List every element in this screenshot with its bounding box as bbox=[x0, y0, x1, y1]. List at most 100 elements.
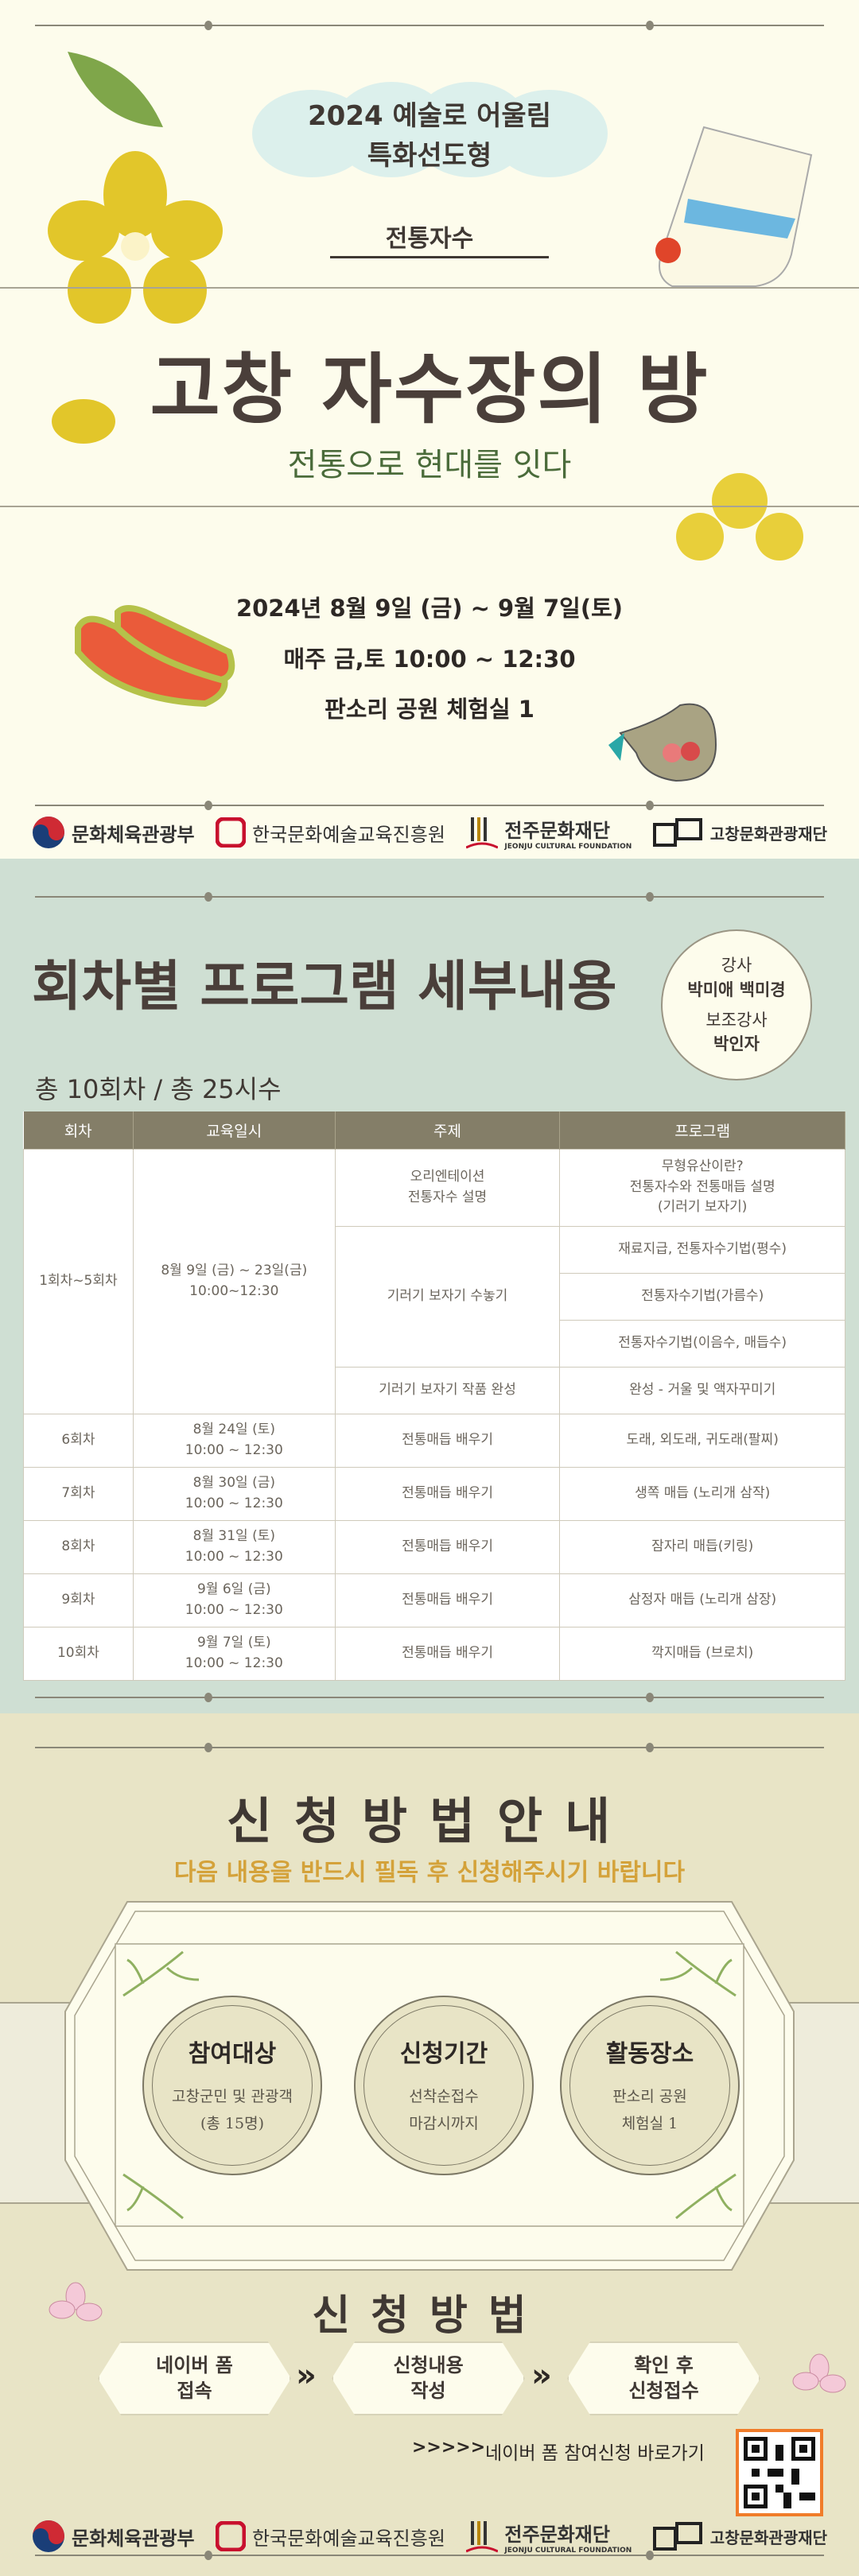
info-card-period: 신청기간 선착순접수 마감시까지 bbox=[354, 1996, 534, 2175]
table-row: 전통자수기법(가름수) bbox=[24, 1272, 845, 1321]
gochang-logo-icon bbox=[652, 2522, 702, 2551]
naver-form-link[interactable]: 네이버 폼 참여신청 바로가기 bbox=[485, 2443, 705, 2464]
petal-icon bbox=[52, 399, 115, 444]
topic-cell: 전통매듭 배우기 bbox=[334, 1466, 561, 1521]
step-confirm: 확인 후 신청접수 bbox=[567, 2341, 760, 2415]
divider bbox=[0, 506, 859, 507]
date-text: 8월 30일 (금) bbox=[192, 1475, 276, 1491]
step-fill-form: 신청내용 작성 bbox=[332, 2341, 525, 2415]
link-arrows: >>>>> bbox=[412, 2438, 486, 2458]
assistant-label: 보조강사 bbox=[705, 1011, 768, 1030]
info-card-target: 참여대상 고창군민 및 관광객 (총 15명) bbox=[142, 1996, 322, 2175]
flower-icon bbox=[48, 151, 223, 324]
column-header: 교육일시 bbox=[133, 1111, 336, 1149]
jeonju-name-en: JEONJU CULTURAL FOUNDATION bbox=[504, 842, 632, 851]
jeonju-name-en: JEONJU CULTURAL FOUNDATION bbox=[504, 2546, 632, 2555]
program-cell: 전통자수기법(이음수, 매듭수) bbox=[559, 1319, 845, 1368]
time-text: 10:00~12:30 bbox=[189, 1282, 279, 1299]
date-text: 8월 9일 (금) ~ 23일(금) bbox=[161, 1263, 308, 1278]
card-title: 참여대상 bbox=[188, 2039, 277, 2068]
divider bbox=[35, 801, 824, 810]
session-cell: 6회차 bbox=[23, 1413, 134, 1468]
table-row: 7회차 8월 30일 (금) 10:00 ~ 12:30 전통매듭 배우기 생쪽 매듭 … bbox=[23, 1466, 845, 1521]
table-row: 6회차 8월 24일 (토) 10:00 ~ 12:30 전통매듭 배우기 도래, 외도… bbox=[23, 1413, 845, 1468]
topic-cell: 전통매듭 배우기 bbox=[334, 1626, 561, 1681]
topic-cell: 기러기 보자기 수놓기 bbox=[334, 1225, 561, 1368]
program-name: 2024 예술로 어울림 bbox=[308, 100, 551, 132]
application-notice: 다음 내용을 반드시 필독 후 신청해주시기 바랍니다 bbox=[173, 1859, 686, 1887]
date-cell: 8월 30일 (금) 10:00 ~ 12:30 bbox=[132, 1466, 336, 1521]
divider bbox=[35, 21, 824, 30]
date-cell: 8월 31일 (토) 10:00 ~ 12:30 bbox=[132, 1519, 336, 1574]
mcst-logo-icon bbox=[33, 2520, 64, 2552]
program-cell: 완성 - 거울 및 액자꾸미기 bbox=[559, 1366, 845, 1414]
card-title: 활동장소 bbox=[605, 2039, 694, 2068]
program-cell: 무형유산이란? 전통자수와 전통매듭 설명 (기러기 보자기) bbox=[559, 1148, 845, 1227]
step-naver-form: 네이버 폼 접속 bbox=[98, 2341, 291, 2415]
qr-code[interactable] bbox=[736, 2429, 823, 2516]
card-text: (총 15명) bbox=[200, 2115, 264, 2132]
card-text: 체험실 1 bbox=[621, 2115, 678, 2132]
divider bbox=[35, 892, 824, 902]
chevron-right-icon: » bbox=[531, 2357, 552, 2394]
event-venue: 판소리 공원 체험실 1 bbox=[325, 696, 534, 723]
topic-cell: 전통매듭 배우기 bbox=[334, 1573, 561, 1627]
divider bbox=[35, 2551, 824, 2560]
embroidered-pouch-icon bbox=[608, 703, 717, 782]
session-cell: 8회차 bbox=[23, 1519, 134, 1574]
card-title: 신청기간 bbox=[399, 2039, 488, 2068]
qr-code-icon bbox=[744, 2437, 815, 2508]
table-row: 1회차~5회차 8월 9일 (금) ~ 23일(금) 10:00~12:30 오리… bbox=[23, 1148, 845, 1414]
column-header: 회차 bbox=[23, 1111, 134, 1149]
table-row: 8회차 8월 31일 (토) 10:00 ~ 12:30 전통매듭 배우기 잠자리 매듭… bbox=[23, 1519, 845, 1574]
program-cell: 생쪽 매듭 (노리개 삼작) bbox=[559, 1466, 845, 1521]
session-cell: 7회차 bbox=[23, 1466, 134, 1521]
arte-logo-icon bbox=[216, 2521, 247, 2551]
step-text: 확인 후 bbox=[634, 2354, 694, 2377]
divider bbox=[35, 1693, 824, 1702]
topic-cell: 오리엔테이션 전통자수 설명 bbox=[334, 1148, 561, 1227]
divider bbox=[35, 1743, 824, 1752]
plant-decoration-icon bbox=[675, 2173, 737, 2220]
step-text: 신청내용 bbox=[393, 2354, 464, 2377]
program-table: 회차 교육일시 주제 프로그램 1회차~5회차 8월 9일 (금) ~ 23일(… bbox=[23, 1111, 845, 1681]
arte-name: 한국문화예술교육진흥원 bbox=[252, 823, 445, 846]
time-text: 10:00 ~ 12:30 bbox=[185, 1601, 283, 1618]
gochang-logo-icon bbox=[652, 818, 702, 847]
method-title: 신청방법 bbox=[312, 2292, 547, 2340]
time-text: 10:00 ~ 12:30 bbox=[185, 1655, 283, 1671]
leaf-icon bbox=[68, 52, 163, 127]
session-cell: 10회차 bbox=[23, 1626, 134, 1681]
subtitle: 전통으로 현대를 잇다 bbox=[287, 447, 572, 483]
chevron-right-icon: » bbox=[296, 2357, 317, 2394]
mcst-name: 문화체육관광부 bbox=[72, 823, 195, 846]
application-title: 신청방법안내 bbox=[226, 1792, 633, 1850]
instructor-badge: 강사 박미애 백미경 보조강사 박인자 bbox=[661, 929, 812, 1080]
plant-decoration-icon bbox=[122, 1950, 200, 1997]
program-cell: 전통자수기법(가름수) bbox=[559, 1272, 845, 1321]
program-title: 회차별 프로그램 세부내용 bbox=[32, 956, 617, 1018]
arte-logo-icon bbox=[216, 817, 247, 848]
sponsor-logos: 문화체육관광부 한국문화예술교육진흥원 전주문화재단 JEONJU CULTURA… bbox=[32, 813, 827, 852]
category: 전통자수 bbox=[385, 225, 474, 253]
program-type: 특화선도형 bbox=[367, 140, 492, 172]
traditional-shoes-icon bbox=[75, 605, 235, 708]
session-cell: 9회차 bbox=[23, 1573, 134, 1627]
program-total: 총 10회차 / 총 25시수 bbox=[35, 1074, 282, 1104]
program-cell: 재료지급, 전통자수기법(평수) bbox=[559, 1225, 845, 1274]
table-row: 전통자수기법(이음수, 매듭수) bbox=[24, 1319, 845, 1368]
page-title: 고창 자수장의 방 bbox=[150, 345, 709, 434]
gochang-name: 고창문화관광재단 bbox=[709, 2528, 827, 2547]
date-cell: 9월 7일 (토) 10:00 ~ 12:30 bbox=[132, 1626, 336, 1681]
divider bbox=[0, 287, 859, 289]
date-text: 8월 24일 (토) bbox=[192, 1422, 276, 1437]
step-text: 신청접수 bbox=[628, 2379, 699, 2402]
embroidered-sock-icon bbox=[655, 126, 813, 287]
session-cell: 1회차~5회차 bbox=[23, 1148, 134, 1414]
program-badge bbox=[252, 82, 608, 177]
plant-decoration-icon bbox=[122, 2173, 184, 2220]
date-text: 9월 7일 (토) bbox=[196, 1635, 271, 1651]
mcst-name: 문화체육관광부 bbox=[72, 2527, 195, 2550]
time-text: 10:00 ~ 12:30 bbox=[185, 1441, 283, 1458]
column-header: 주제 bbox=[335, 1111, 561, 1149]
